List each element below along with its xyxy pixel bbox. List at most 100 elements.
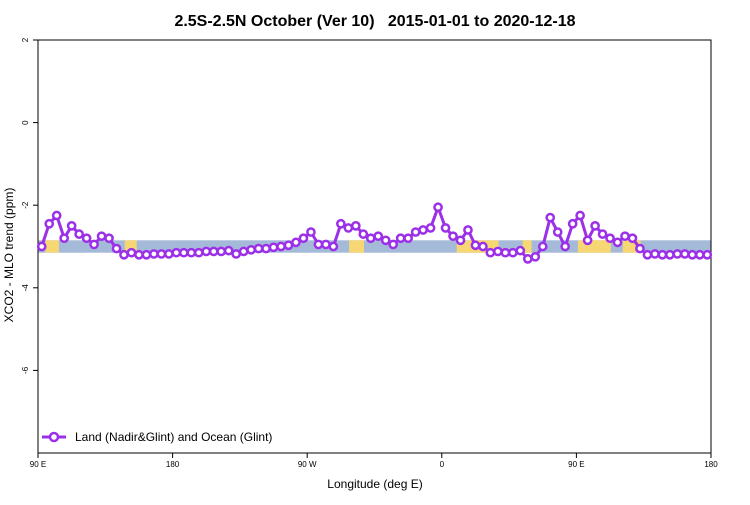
y-tick-label: -6: [21, 366, 30, 374]
data-point: [253, 243, 264, 254]
chart-title: 2.5S-2.5N October (Ver 10) 2015-01-01 to…: [174, 13, 575, 30]
data-point: [485, 247, 496, 258]
x-tick-label: 90 W: [298, 460, 317, 469]
data-point: [455, 235, 466, 246]
data-point: [403, 233, 413, 244]
y-tick-label: 0: [21, 120, 30, 125]
data-point: [470, 240, 481, 251]
data-point: [597, 229, 608, 239]
legend: Land (Nadir&Glint) and Ocean (Glint): [42, 430, 272, 444]
land-segment: [45, 240, 59, 253]
data-point: [328, 241, 339, 252]
data-point: [298, 233, 309, 244]
x-tick-label: 180: [704, 460, 718, 469]
data-point: [672, 249, 683, 259]
data-point: [81, 233, 92, 244]
land-segment: [577, 240, 611, 253]
data-point: [605, 233, 615, 244]
y-tick-label: -2: [21, 201, 30, 209]
data-point: [515, 245, 526, 256]
data-point: [627, 233, 638, 244]
data-point: [126, 247, 137, 258]
data-point: [395, 233, 406, 244]
data-point: [433, 202, 443, 213]
data-point: [193, 247, 204, 258]
data-point: [343, 223, 354, 233]
data-point: [493, 246, 503, 257]
data-point: [350, 221, 361, 231]
data-point: [336, 218, 346, 229]
data-point: [276, 241, 286, 252]
x-tick-label: 180: [166, 460, 180, 469]
data-point: [650, 249, 660, 259]
land-segment: [349, 240, 365, 253]
data-point: [365, 233, 376, 244]
data-point: [178, 247, 189, 258]
data-point: [164, 249, 174, 259]
data-point: [522, 254, 533, 264]
data-point: [96, 231, 107, 242]
x-axis-label: Longitude (deg E): [327, 477, 422, 491]
data-point: [635, 243, 645, 254]
data-point: [149, 249, 159, 259]
data-point: [448, 231, 458, 242]
data-point: [560, 241, 571, 252]
x-tick-label: 90 E: [30, 460, 46, 469]
data-point: [74, 229, 84, 239]
data-point: [388, 239, 399, 250]
data-point: [702, 249, 713, 260]
data-point: [373, 231, 384, 242]
land-segment: [522, 240, 532, 253]
legend-label: Land (Nadir&Glint) and Ocean (Glint): [75, 430, 272, 444]
data-point: [111, 243, 122, 254]
y-tick-label: 2: [21, 37, 30, 42]
data-point: [201, 246, 212, 257]
data-point: [418, 225, 428, 235]
data-point: [507, 247, 518, 258]
data-point: [186, 247, 197, 258]
data-point: [261, 243, 271, 254]
y-axis-label: XCO2 - MLO trend (ppm): [2, 188, 16, 323]
data-point: [358, 229, 369, 239]
x-tick-label: 90 E: [568, 460, 584, 469]
data-point: [620, 231, 630, 242]
data-point: [134, 249, 144, 260]
data-point: [208, 246, 219, 257]
data-point: [141, 249, 152, 260]
data-point: [463, 225, 473, 235]
data-point: [575, 210, 585, 221]
data-point: [291, 237, 301, 248]
data-point: [268, 242, 279, 253]
data-point: [156, 249, 167, 259]
data-point: [283, 240, 294, 251]
data-point: [104, 233, 114, 244]
data-point: [223, 245, 234, 256]
data-point: [665, 249, 675, 260]
data-point: [410, 227, 421, 237]
data-point: [657, 249, 668, 260]
data-point: [321, 239, 331, 250]
legend-marker-swatch: [48, 431, 60, 443]
data-point: [380, 235, 391, 246]
data-point: [246, 244, 256, 255]
series-layer: [36, 202, 713, 264]
data-point: [582, 235, 593, 246]
data-point: [36, 241, 47, 252]
x-tick-label: 0: [440, 460, 445, 469]
data-point: [440, 223, 451, 233]
data-point: [530, 251, 541, 262]
data-point: [425, 223, 436, 233]
data-point: [500, 247, 511, 258]
data-point: [478, 241, 488, 252]
data-point: [687, 249, 698, 260]
data-point: [552, 227, 563, 237]
data-point: [44, 218, 55, 229]
land-segment: [124, 240, 137, 253]
data-point: [171, 247, 182, 258]
data-point: [231, 249, 242, 259]
data-point: [590, 221, 600, 231]
data-point: [51, 210, 62, 221]
data-point: [238, 246, 249, 257]
